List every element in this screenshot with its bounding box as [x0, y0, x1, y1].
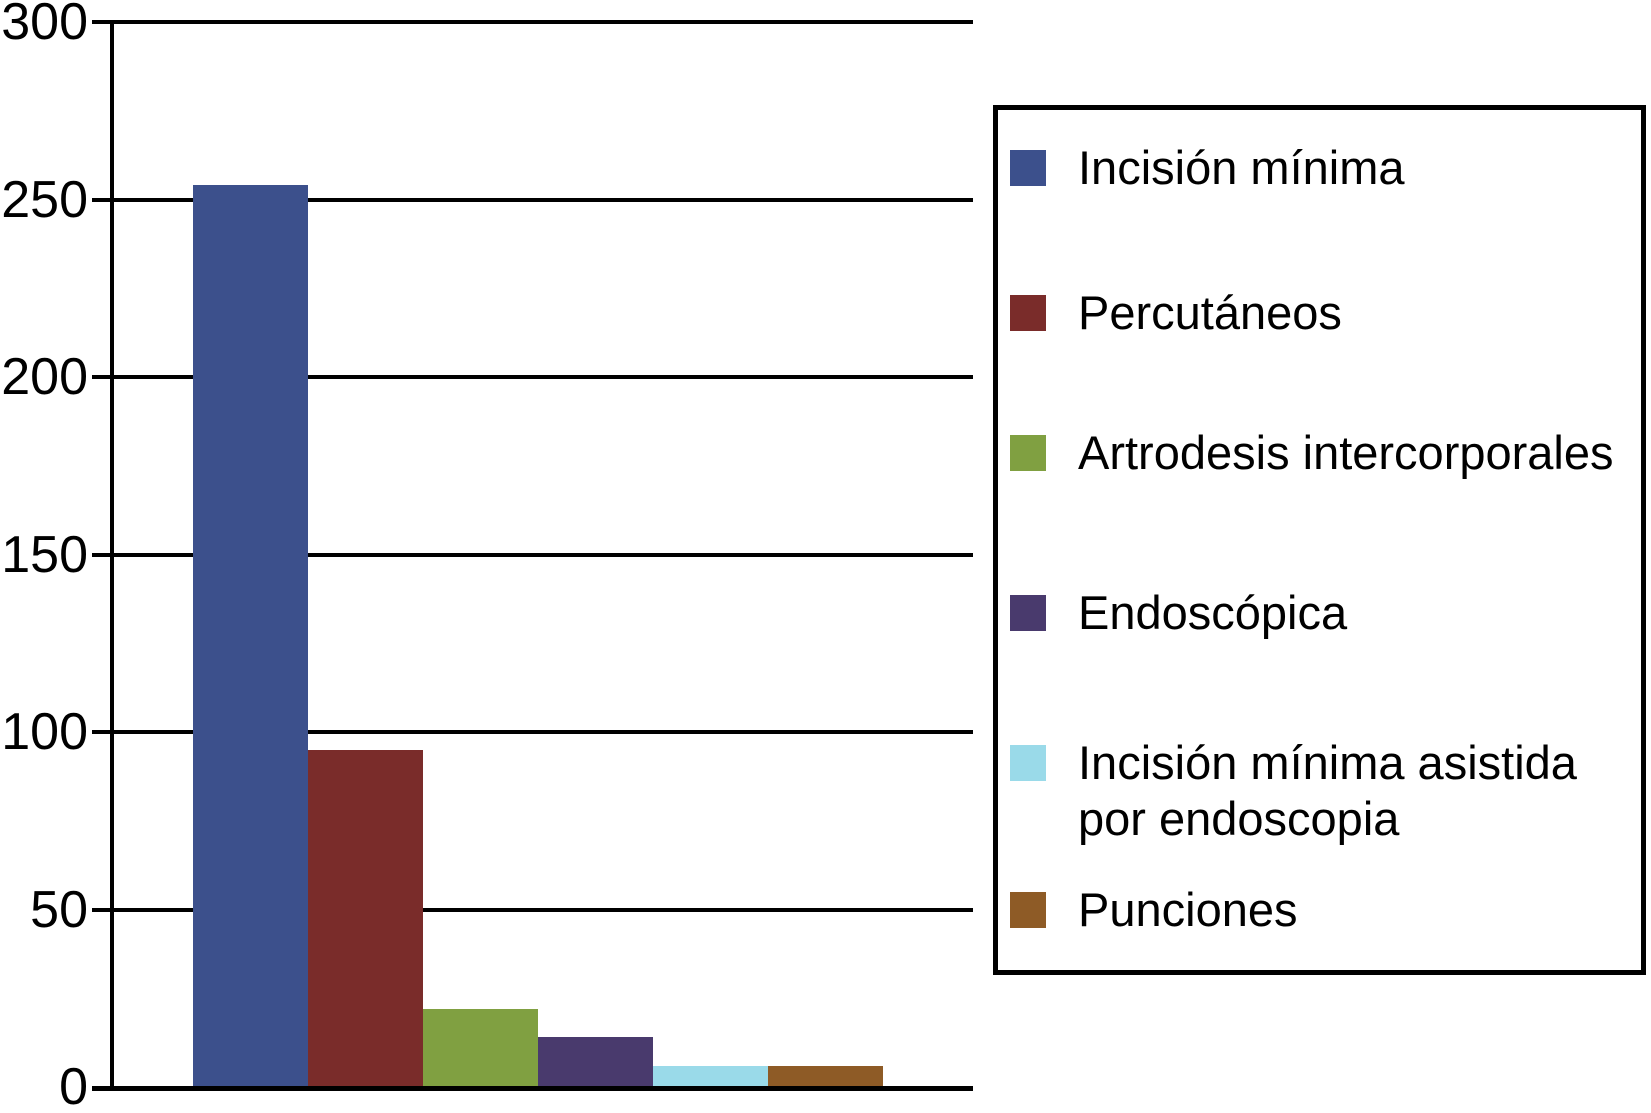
- bar: [768, 1066, 883, 1087]
- y-axis-tick: [92, 730, 110, 734]
- legend-swatch: [1010, 892, 1046, 928]
- y-axis-tick: [92, 907, 110, 912]
- legend-swatch: [1010, 150, 1046, 186]
- gridline: [110, 197, 973, 202]
- bar: [653, 1066, 768, 1087]
- legend-label: Incisión mínima asistida por endoscopia: [1078, 736, 1577, 845]
- y-axis-tick-label: 150: [1, 525, 88, 584]
- bar: [193, 185, 308, 1087]
- bar: [308, 750, 423, 1087]
- gridline: [110, 552, 973, 557]
- y-axis-tick: [92, 197, 110, 202]
- y-axis-tick: [92, 552, 110, 557]
- legend-swatch: [1010, 595, 1046, 631]
- legend-label: Punciones: [1078, 883, 1298, 936]
- legend: Incisión mínima Percutáneos Artrodesis int…: [993, 105, 1646, 975]
- y-axis-tick: [92, 20, 110, 24]
- gridline: [110, 907, 973, 912]
- legend-swatch: [1010, 745, 1046, 781]
- legend-swatch: [1010, 295, 1046, 331]
- legend-swatch: [1010, 435, 1046, 471]
- legend-label: Percutáneos: [1078, 286, 1342, 339]
- gridline: [110, 20, 973, 24]
- y-axis-tick-label: 200: [1, 348, 88, 406]
- y-axis-tick-label: 250: [1, 170, 88, 229]
- y-axis-tick-label: 300: [1, 0, 88, 51]
- legend-label: Artrodesis intercorporales: [1078, 426, 1614, 479]
- y-axis-tick-label: 0: [59, 1058, 88, 1113]
- y-axis-tick-label: 50: [30, 880, 88, 939]
- x-axis-line: [92, 1086, 973, 1091]
- y-axis-tick: [92, 375, 110, 379]
- y-axis-tick-label: 100: [1, 703, 88, 761]
- gridline: [110, 730, 973, 734]
- bar: [538, 1037, 653, 1087]
- legend-label: Endoscópica: [1078, 586, 1348, 639]
- legend-label: Incisión mínima: [1078, 141, 1405, 194]
- bar: [423, 1009, 538, 1087]
- gridline: [110, 375, 973, 379]
